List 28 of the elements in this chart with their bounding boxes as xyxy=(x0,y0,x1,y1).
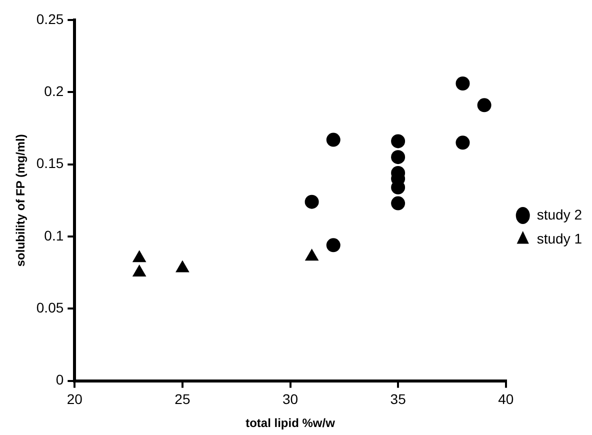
point xyxy=(176,260,190,272)
y-tick-label: 0.1 xyxy=(44,227,64,244)
point xyxy=(304,194,319,209)
point xyxy=(391,196,406,210)
point xyxy=(456,136,470,150)
point xyxy=(326,238,340,252)
y-tick-label: 0.15 xyxy=(36,155,64,172)
x-axis-title: total lipid %w/w xyxy=(246,416,336,430)
x-tick-label: 25 xyxy=(174,391,190,408)
y-tick-label: 0 xyxy=(56,372,64,388)
point xyxy=(132,250,146,262)
point xyxy=(132,264,146,277)
y-tick-label: 0.05 xyxy=(36,300,64,316)
x-tick-label: 35 xyxy=(390,391,406,408)
point xyxy=(391,134,406,148)
x-tick-label: 30 xyxy=(282,391,298,408)
y-tick-label: 0.25 xyxy=(36,10,64,27)
point xyxy=(304,248,319,261)
y-axis-title: solubility of FP (mg/ml) xyxy=(14,134,28,267)
x-tick-label: 40 xyxy=(498,391,514,408)
x-tick-label: 20 xyxy=(66,391,83,408)
y-tick-label: 0.2 xyxy=(44,83,64,100)
point xyxy=(326,132,340,147)
legend-label: study 2 xyxy=(536,206,582,222)
point xyxy=(391,150,406,164)
point xyxy=(456,76,470,90)
point xyxy=(477,98,492,112)
legend-label: study 1 xyxy=(536,230,582,246)
